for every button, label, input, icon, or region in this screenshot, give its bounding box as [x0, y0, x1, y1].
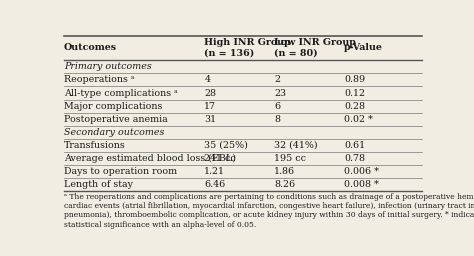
Text: Major complications: Major complications — [64, 102, 162, 111]
Text: High INR Group
(n = 136): High INR Group (n = 136) — [204, 38, 291, 58]
Text: Average estimated blood loss (EBL): Average estimated blood loss (EBL) — [64, 154, 236, 163]
Text: Secondary outcomes: Secondary outcomes — [64, 128, 164, 137]
Text: Outcomes: Outcomes — [64, 44, 117, 52]
Text: 0.78: 0.78 — [344, 154, 365, 163]
Text: 0.89: 0.89 — [344, 76, 365, 84]
Text: 0.008 *: 0.008 * — [344, 180, 379, 189]
Text: All-type complications ᵃ: All-type complications ᵃ — [64, 89, 177, 98]
Text: 8.26: 8.26 — [274, 180, 295, 189]
Text: ᵃ The reoperations and complications are pertaining to conditions such as draina: ᵃ The reoperations and complications are… — [64, 193, 474, 229]
Text: 6.46: 6.46 — [204, 180, 226, 189]
Text: Postoperative anemia: Postoperative anemia — [64, 115, 167, 124]
Text: 241 cc: 241 cc — [204, 154, 236, 163]
Text: Low INR Group
(n = 80): Low INR Group (n = 80) — [274, 38, 356, 58]
Text: 4: 4 — [204, 76, 210, 84]
Text: 2: 2 — [274, 76, 280, 84]
Text: 0.28: 0.28 — [344, 102, 365, 111]
Text: 0.12: 0.12 — [344, 89, 365, 98]
Text: Length of stay: Length of stay — [64, 180, 133, 189]
Text: 195 cc: 195 cc — [274, 154, 306, 163]
Text: Reoperations ᵃ: Reoperations ᵃ — [64, 76, 134, 84]
Text: 0.61: 0.61 — [344, 141, 365, 150]
Text: 32 (41%): 32 (41%) — [274, 141, 318, 150]
Text: Days to operation room: Days to operation room — [64, 167, 177, 176]
Text: Transfusions: Transfusions — [64, 141, 126, 150]
Text: 31: 31 — [204, 115, 217, 124]
Text: 28: 28 — [204, 89, 216, 98]
Text: Primary outcomes: Primary outcomes — [64, 62, 151, 71]
Text: 0.006 *: 0.006 * — [344, 167, 379, 176]
Text: p-Value: p-Value — [344, 44, 383, 52]
Text: 23: 23 — [274, 89, 286, 98]
Text: 1.86: 1.86 — [274, 167, 295, 176]
Text: 1.21: 1.21 — [204, 167, 225, 176]
Text: 8: 8 — [274, 115, 280, 124]
Text: 6: 6 — [274, 102, 280, 111]
Text: 35 (25%): 35 (25%) — [204, 141, 248, 150]
Text: 0.02 *: 0.02 * — [344, 115, 373, 124]
Text: 17: 17 — [204, 102, 216, 111]
